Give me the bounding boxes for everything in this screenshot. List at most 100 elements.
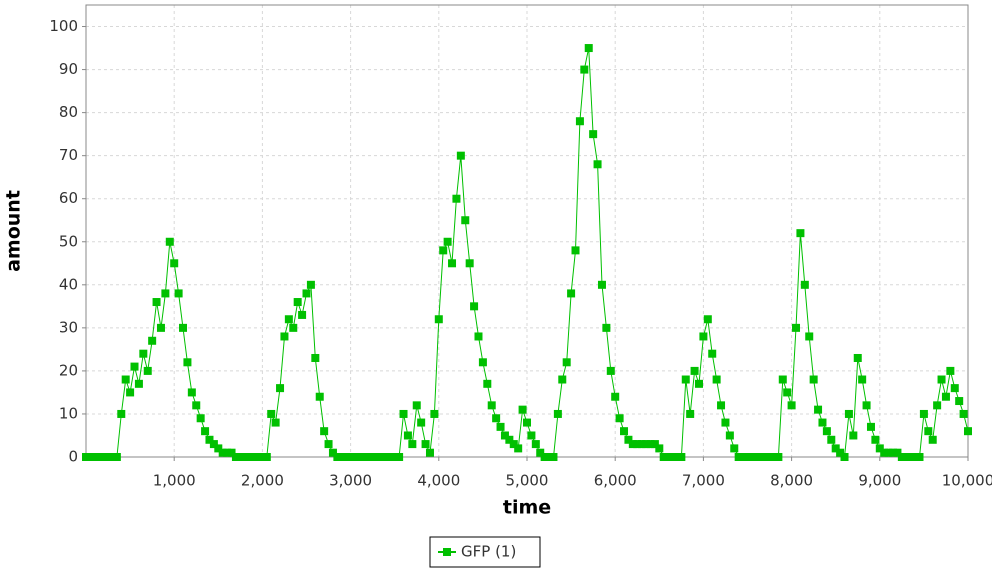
data-point xyxy=(699,332,708,341)
data-point xyxy=(240,453,249,461)
data-point xyxy=(470,302,479,311)
data-point xyxy=(628,440,637,449)
y-axis-title: amount xyxy=(3,190,25,272)
data-point xyxy=(875,444,884,453)
data-point xyxy=(902,453,911,461)
data-point xyxy=(337,453,346,461)
data-point xyxy=(717,401,726,410)
y-tick-label: 50 xyxy=(59,232,78,250)
data-point xyxy=(408,440,417,449)
data-point xyxy=(214,444,223,453)
data-point xyxy=(827,435,836,444)
data-point xyxy=(298,310,307,319)
data-point xyxy=(465,259,474,268)
data-point xyxy=(258,453,267,461)
data-point xyxy=(536,448,545,457)
data-point xyxy=(655,444,664,453)
data-point xyxy=(201,427,210,436)
data-point xyxy=(161,289,170,298)
data-point xyxy=(500,431,509,440)
data-point xyxy=(483,379,492,388)
data-point xyxy=(223,448,232,457)
y-tick-label: 30 xyxy=(59,318,78,336)
data-point xyxy=(558,375,567,384)
data-point xyxy=(452,194,461,203)
data-point xyxy=(602,323,611,332)
y-tick-label: 0 xyxy=(68,448,78,466)
data-point xyxy=(703,315,712,324)
data-point xyxy=(496,422,505,431)
data-point xyxy=(743,453,752,461)
data-point xyxy=(474,332,483,341)
data-point xyxy=(620,427,629,436)
x-tick-label: 8,000 xyxy=(770,472,813,490)
data-point xyxy=(783,388,792,397)
data-point xyxy=(192,401,201,410)
data-point xyxy=(183,358,192,367)
data-point xyxy=(302,289,311,298)
data-point xyxy=(179,323,188,332)
data-point xyxy=(672,453,681,461)
data-point xyxy=(430,409,439,418)
data-point xyxy=(646,440,655,449)
data-point xyxy=(721,418,730,427)
data-point xyxy=(448,259,457,268)
x-tick-label: 6,000 xyxy=(594,472,637,490)
data-point xyxy=(492,414,501,423)
data-point xyxy=(686,409,695,418)
data-point xyxy=(509,440,518,449)
data-point xyxy=(187,388,196,397)
data-point xyxy=(893,448,902,457)
data-point xyxy=(553,409,562,418)
data-point xyxy=(950,384,959,393)
data-point xyxy=(112,453,121,461)
data-point xyxy=(831,444,840,453)
data-point xyxy=(148,336,157,345)
data-point xyxy=(747,453,756,461)
data-point xyxy=(152,298,161,307)
data-point xyxy=(108,453,117,461)
data-point xyxy=(778,375,787,384)
data-point xyxy=(809,375,818,384)
data-point xyxy=(606,366,615,375)
data-point xyxy=(562,358,571,367)
data-point xyxy=(871,435,880,444)
data-point xyxy=(456,151,465,160)
data-point xyxy=(924,427,933,436)
y-tick-label: 20 xyxy=(59,361,78,379)
data-point xyxy=(959,409,968,418)
data-point xyxy=(796,229,805,238)
data-point xyxy=(858,375,867,384)
data-point xyxy=(342,453,351,461)
data-point xyxy=(531,440,540,449)
data-point xyxy=(165,237,174,246)
data-point xyxy=(82,453,90,461)
data-point xyxy=(227,448,236,457)
data-point xyxy=(311,353,320,362)
data-point xyxy=(659,453,668,461)
x-tick-label: 7,000 xyxy=(682,472,725,490)
data-point xyxy=(694,379,703,388)
data-point xyxy=(381,453,390,461)
data-point xyxy=(90,453,99,461)
data-point xyxy=(143,366,152,375)
data-point xyxy=(849,431,858,440)
data-point xyxy=(205,435,214,444)
x-tick-label: 5,000 xyxy=(506,472,549,490)
data-point xyxy=(403,431,412,440)
data-point xyxy=(814,405,823,414)
data-point xyxy=(928,435,937,444)
data-point xyxy=(955,397,964,406)
data-point xyxy=(126,388,135,397)
data-point xyxy=(364,453,373,461)
data-point xyxy=(439,246,448,255)
data-point xyxy=(844,409,853,418)
data-point xyxy=(906,453,915,461)
data-point xyxy=(911,453,920,461)
data-point xyxy=(523,418,531,427)
data-point xyxy=(514,444,523,453)
y-tick-label: 80 xyxy=(59,103,78,121)
data-point xyxy=(95,453,104,461)
plot-area xyxy=(86,5,968,457)
